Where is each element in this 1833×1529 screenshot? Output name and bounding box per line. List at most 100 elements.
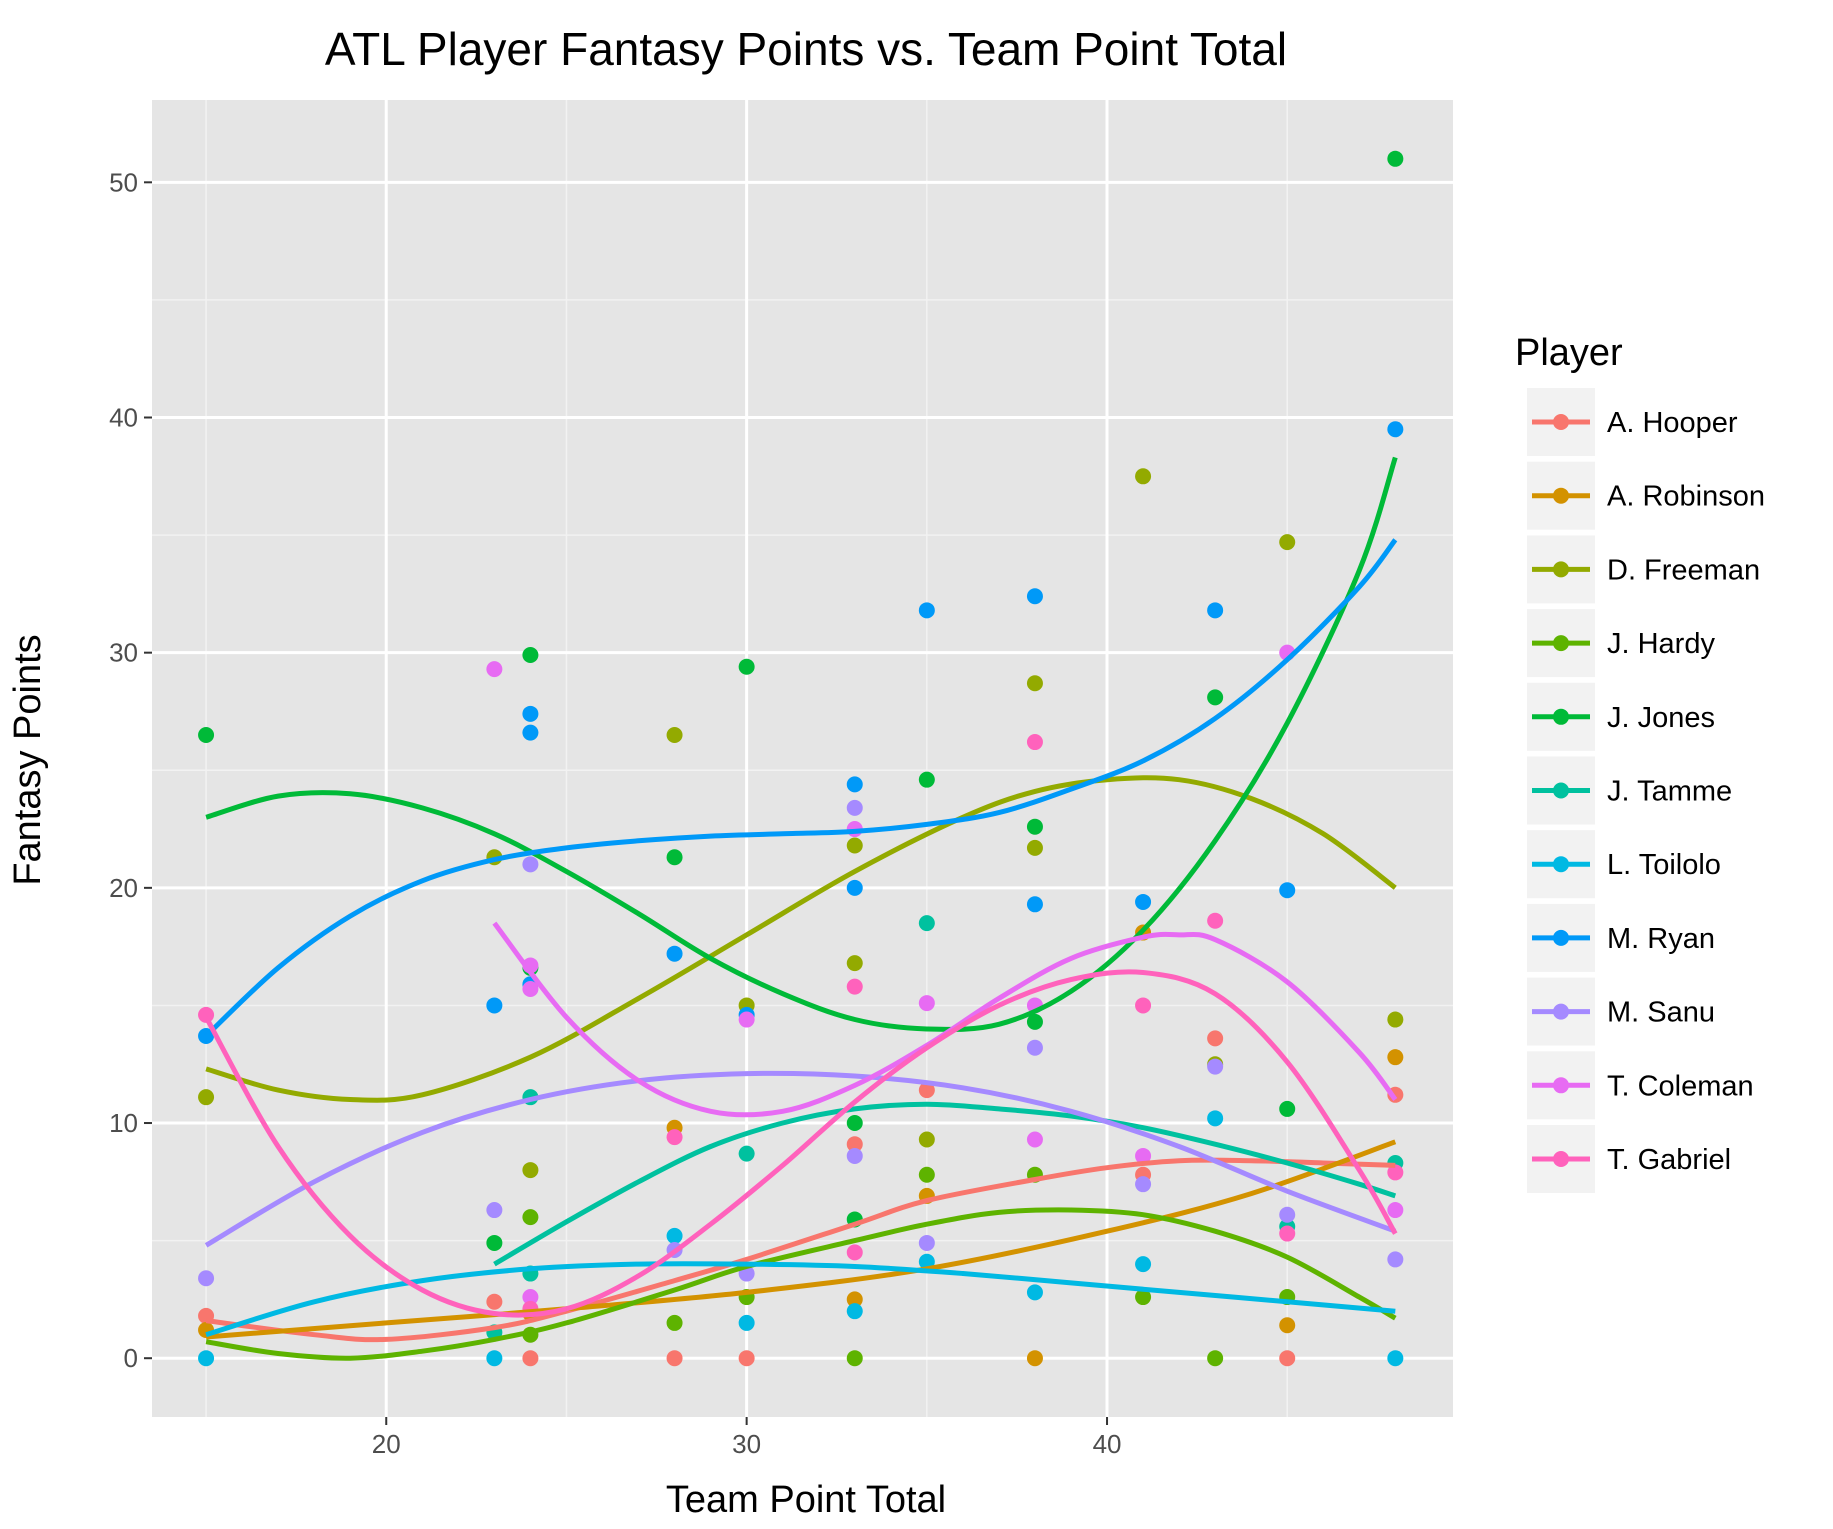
legend-key-dot (1553, 635, 1569, 652)
point-a-robinson (1387, 1049, 1404, 1066)
point-t-coleman (522, 1289, 539, 1306)
x-tick-label: 20 (372, 1429, 401, 1459)
fit-line-j-tamme (493, 1101, 1397, 1267)
legend-key-dot (1553, 856, 1569, 873)
point-a-hooper (522, 1350, 539, 1367)
point-t-coleman (738, 1011, 755, 1028)
fit-line-t-gabriel (203, 969, 1398, 1318)
fit-line-d-freeman (205, 775, 1397, 1103)
point-l-toilolo (1135, 1256, 1152, 1273)
fit-line-a-robinson (205, 1139, 1397, 1340)
point-j-tamme (918, 915, 935, 932)
point-a-robinson (1026, 1350, 1043, 1367)
legend-label: T. Coleman (1607, 1070, 1754, 1102)
point-j-hardy (522, 1209, 539, 1226)
legend-item-t-coleman: T. Coleman (1527, 1051, 1754, 1120)
point-j-jones (1207, 689, 1224, 706)
point-t-coleman (1387, 1202, 1404, 1219)
y-tick-label: 0 (124, 1343, 138, 1373)
point-t-gabriel (1135, 997, 1152, 1014)
point-j-jones (846, 1115, 863, 1132)
legend-item-m-ryan: M. Ryan (1527, 903, 1715, 972)
fit-line-m-ryan (204, 538, 1398, 1038)
y-tick-label: 10 (109, 1108, 138, 1138)
point-j-hardy (1207, 1350, 1224, 1367)
legend-key-dot (1553, 708, 1569, 725)
point-l-toilolo (486, 1350, 503, 1367)
point-t-gabriel (1387, 1164, 1404, 1181)
point-a-hooper (1279, 1350, 1296, 1367)
point-m-sanu (198, 1270, 215, 1287)
point-d-freeman (918, 1131, 935, 1148)
point-j-jones (918, 771, 935, 788)
point-l-toilolo (846, 1303, 863, 1320)
legend-key-dot (1553, 929, 1569, 946)
point-a-hooper (666, 1350, 683, 1367)
plot-panel (152, 100, 1453, 1417)
point-j-jones (1026, 1013, 1043, 1030)
point-j-jones (666, 849, 683, 866)
point-d-freeman (666, 726, 683, 743)
y-tick-label: 30 (109, 638, 138, 668)
legend-key-dot (1553, 1003, 1569, 1020)
legend-item-d-freeman: D. Freeman (1527, 535, 1760, 604)
x-tick-label: 40 (1093, 1429, 1122, 1459)
point-m-ryan (486, 997, 503, 1014)
point-m-ryan (666, 945, 683, 962)
fit-line-j-jones (205, 456, 1398, 1032)
point-m-ryan (1387, 421, 1404, 438)
point-j-jones (1026, 818, 1043, 835)
point-t-gabriel (1207, 912, 1224, 929)
legend-key-dot (1553, 414, 1569, 430)
y-tick-label: 50 (109, 167, 138, 197)
legend-label: L. Toilolo (1607, 849, 1721, 881)
point-l-toilolo (1387, 1350, 1404, 1367)
point-a-hooper (486, 1293, 503, 1310)
point-d-freeman (846, 837, 863, 854)
point-m-sanu (918, 1234, 935, 1251)
point-d-freeman (522, 1162, 539, 1179)
point-m-sanu (486, 1202, 503, 1219)
point-j-jones (486, 1234, 503, 1251)
point-j-tamme (738, 1145, 755, 1162)
point-d-freeman (1279, 534, 1296, 551)
point-j-jones (522, 647, 539, 664)
legend-item-j-tamme: J. Tamme (1527, 756, 1732, 825)
point-l-toilolo (198, 1350, 215, 1367)
point-a-hooper (846, 1136, 863, 1153)
point-l-toilolo (1026, 1284, 1043, 1301)
point-j-hardy (918, 1166, 935, 1183)
point-t-coleman (918, 995, 935, 1012)
point-m-sanu (1026, 1039, 1043, 1056)
point-t-coleman (1135, 1147, 1152, 1164)
point-j-hardy (666, 1314, 683, 1331)
point-t-gabriel (846, 1244, 863, 1261)
legend-label: A. Hooper (1607, 407, 1738, 439)
y-tick-label: 20 (109, 873, 138, 903)
point-d-freeman (1026, 839, 1043, 856)
point-m-ryan (522, 724, 539, 741)
legend-label: J. Tamme (1607, 776, 1732, 808)
point-j-hardy (1135, 1289, 1152, 1306)
legend-key-dot (1553, 782, 1569, 799)
point-d-freeman (198, 1089, 215, 1106)
point-d-freeman (846, 955, 863, 972)
legend: Player A. Hooper A. Robinson D. Freeman J. … (1515, 332, 1765, 1193)
point-j-jones (198, 726, 215, 743)
point-m-sanu (522, 856, 539, 873)
legend-label: M. Sanu (1607, 997, 1715, 1029)
point-l-toilolo (1207, 1110, 1224, 1127)
legend-key-dot (1553, 1151, 1569, 1167)
legend-label: M. Ryan (1607, 923, 1715, 955)
x-tick-label: 30 (732, 1429, 761, 1459)
point-t-coleman (486, 661, 503, 678)
legend-label: A. Robinson (1607, 481, 1765, 513)
point-m-ryan (522, 705, 539, 722)
point-j-jones (738, 658, 755, 675)
point-a-hooper (918, 1082, 935, 1099)
y-tick-label: 40 (109, 402, 138, 432)
smooth-fit-lines (203, 456, 1398, 1361)
legend-label: T. Gabriel (1607, 1144, 1731, 1176)
point-t-coleman (1026, 1131, 1043, 1148)
